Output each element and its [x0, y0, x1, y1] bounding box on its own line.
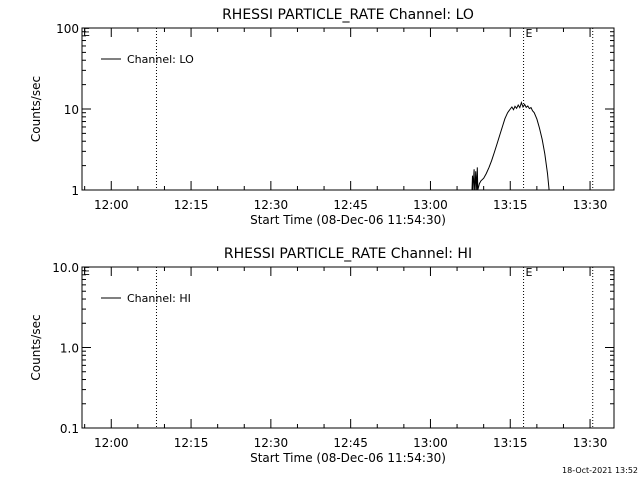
- legend-label: Channel: HI: [127, 292, 191, 305]
- x-tick-label: 13:30: [573, 198, 608, 212]
- x-tick-label: 13:00: [413, 198, 448, 212]
- x-tick-label: 13:15: [493, 198, 528, 212]
- x-tick-label: 12:00: [94, 198, 129, 212]
- x-tick-label: 12:45: [333, 436, 368, 450]
- x-axis-label: Start Time (08-Dec-06 11:54:30): [250, 451, 446, 465]
- y-tick-label: 100: [56, 22, 79, 36]
- time-marker-label: E: [526, 27, 533, 40]
- x-tick-label: 12:15: [174, 436, 209, 450]
- x-tick-label: 13:15: [493, 436, 528, 450]
- y-tick-label: 0.1: [60, 422, 79, 436]
- legend-label: Channel: LO: [127, 53, 194, 66]
- y-tick-label: 1.0: [60, 342, 79, 356]
- x-tick-label: 13:30: [573, 436, 608, 450]
- y-tick-label: 10.0: [52, 261, 79, 275]
- footer-timestamp: 18-Oct-2021 13:52: [562, 466, 638, 475]
- chart-title: RHESSI PARTICLE_RATE Channel: HI: [224, 246, 472, 262]
- time-marker-label: E: [526, 266, 533, 279]
- corner-label: E: [83, 26, 90, 39]
- x-tick-label: 13:00: [413, 436, 448, 450]
- y-axis-label: Counts/sec: [29, 76, 43, 142]
- x-tick-label: 12:00: [94, 436, 129, 450]
- x-tick-label: 12:30: [254, 198, 289, 212]
- y-tick-label: 10: [64, 103, 79, 117]
- chart-panel-0: RHESSI PARTICLE_RATE Channel: LO Counts/s…: [29, 7, 615, 227]
- chart-title: RHESSI PARTICLE_RATE Channel: LO: [222, 7, 474, 23]
- chart-panel-1: RHESSI PARTICLE_RATE Channel: HI Counts/s…: [29, 246, 615, 465]
- y-tick-label: 1: [71, 184, 79, 198]
- x-axis-label: Start Time (08-Dec-06 11:54:30): [250, 213, 446, 227]
- corner-label: E: [83, 265, 90, 278]
- x-tick-label: 12:15: [174, 198, 209, 212]
- x-tick-label: 12:45: [333, 198, 368, 212]
- x-tick-label: 12:30: [254, 436, 289, 450]
- y-axis-label: Counts/sec: [29, 314, 43, 380]
- data-series-line: [471, 101, 550, 190]
